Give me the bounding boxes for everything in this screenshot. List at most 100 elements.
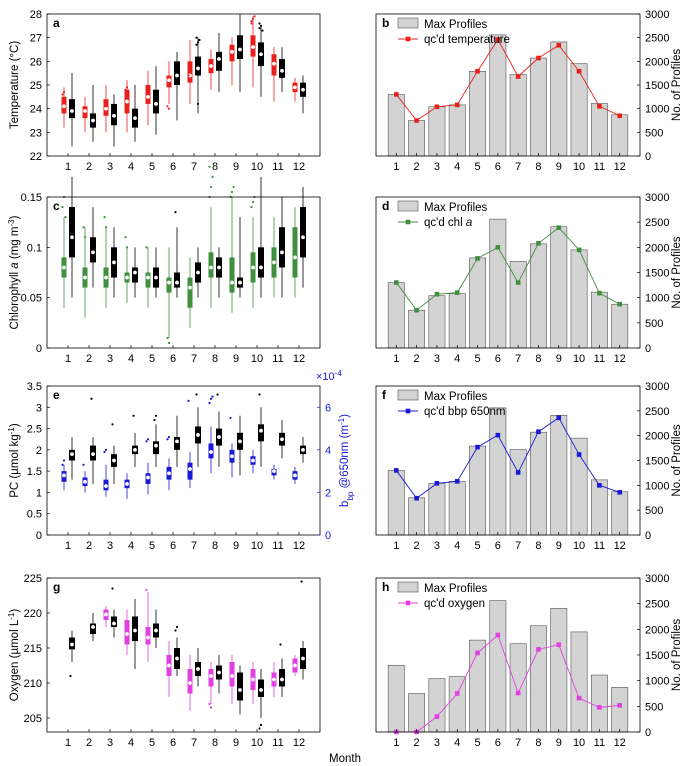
panel-h-bar [387,664,405,733]
panel-f-legend-marker [405,408,411,414]
panel-a-xtick-label: 8 [212,161,218,173]
panel-c-median [216,264,222,270]
panel-a-ytick-label: 22 [30,151,42,163]
panel-g-median [187,680,193,686]
panel-e-outlier [132,414,135,417]
panel-g-ylabel: Oxygen (µmol L-1) [7,609,22,702]
panel-e-outlier [146,438,150,441]
panel-g-xtick-label: 3 [107,737,113,749]
panel-d-xtick-label: 5 [474,353,480,365]
panel-b-marker [475,68,480,74]
panel-a-median [271,61,277,67]
panel-c-median [187,285,193,291]
panel-a-median [124,99,130,105]
panel-g-median [166,662,172,668]
panel-b-ytick-label: 3000 [645,9,669,21]
panel-h-bar [530,625,547,733]
figure-layer: 1 2 3 4 5 6 7 8 9 10 11 1222232425262728aTemperatur… [7,9,684,749]
panel-g-outlier [145,588,148,592]
panel-b-legend-marker [405,36,411,42]
panel-d-ytick-label: 3000 [645,192,669,204]
panel-d-xtick-label: 10 [573,353,585,365]
panel-a-outlier [195,36,198,39]
panel-a-outlier [104,105,108,108]
panel-h-xtick-label: 1 [393,737,399,749]
panel-h-marker [515,690,521,696]
panel-f-legend-bar-swatch [397,389,419,401]
panel-g-median [271,676,277,682]
panel-d-xtick-label: 12 [614,353,626,365]
panel-b-xtick-label: 7 [515,161,521,173]
panel-g-outlier [111,587,114,590]
panel-c-xtick-label: 4 [128,353,134,365]
panel-h-letter: h [382,580,389,594]
panel-a-median [61,103,67,109]
panel-e-frame [46,385,321,536]
panel-h-bar [448,676,466,733]
panel-e-outlier [229,416,232,420]
panel-g-median [111,620,117,626]
panel-g-ytick-label: 225 [24,573,42,585]
panel-g-outlier [300,580,303,583]
panel-b-legend-bar-swatch [397,17,419,29]
panel-e-right-ytick-label: 4 [325,445,331,457]
panel-h-bar [509,643,527,733]
panel-b-bar [428,106,446,157]
panel-h-legend-max-profiles: Max Profiles [424,583,488,595]
panel-c-median [237,280,243,286]
panel-d-marker [576,247,582,253]
panel-a-median [69,108,75,114]
panel-c-median [166,280,172,286]
panel-e-median [229,453,235,459]
panel-f-ylabel: No. of Profiles [671,424,683,496]
panel-h-line [396,634,620,733]
panel-f-marker [576,452,582,457]
panel-h-bar [590,674,608,733]
panel-f-line [395,417,620,499]
panel-c-median [195,269,201,275]
panel-b-bar [489,34,507,157]
panel-a-ytick-label: 23 [30,127,42,139]
panel-c-box [208,252,214,278]
panel-f-marker [475,444,480,450]
panel-h-marker [597,705,602,710]
panel-b-ytick-label: 2500 [645,33,669,45]
panel-e-median [124,481,130,487]
panel-d-xtick-label: 11 [594,353,605,365]
panel-h-marker [617,703,622,708]
panel-b-bar [550,41,568,157]
panel-d-marker [617,301,622,307]
panel-f-marker [617,489,622,495]
panel-a-median [90,118,96,124]
panel-d-marker [597,290,602,296]
panel-b-letter: b [382,16,389,30]
panel-h-xtick-label: 4 [454,737,460,749]
panel-h-xtick-label: 10 [573,737,585,749]
panel-d-xtick-label: 8 [535,353,541,365]
panel-e-median [90,451,96,457]
panel-g-xtick-label: 5 [149,737,155,749]
panel-d-marker [515,280,521,285]
panel-c-box [166,277,172,293]
panel-g-xtick-label: 11 [272,737,283,749]
panel-b-marker [515,74,521,79]
panel-a-ytick-label: 28 [30,9,42,21]
panel-h-marker [475,650,480,656]
panel-a-median [258,51,264,57]
panel-g-median [229,673,235,679]
panel-c-outlier [167,341,171,345]
panel-g-median [258,687,264,693]
panel-e-outlier [167,435,171,439]
panel-f-marker [414,495,419,501]
panel-e-median [61,472,67,478]
panel-c-median [69,234,75,240]
panel-g-ytick-label: 210 [24,678,42,690]
panel-b-xtick-label: 8 [535,161,541,173]
panel-g-outlier [208,702,211,706]
panel-g-xtick-label: 1 [65,737,71,749]
panel-d-marker [556,225,562,231]
panel-c-median [258,264,264,270]
panel-h-bar [428,678,446,733]
panel-c-frame [46,196,321,349]
panel-f-xtick-label: 5 [474,540,480,552]
